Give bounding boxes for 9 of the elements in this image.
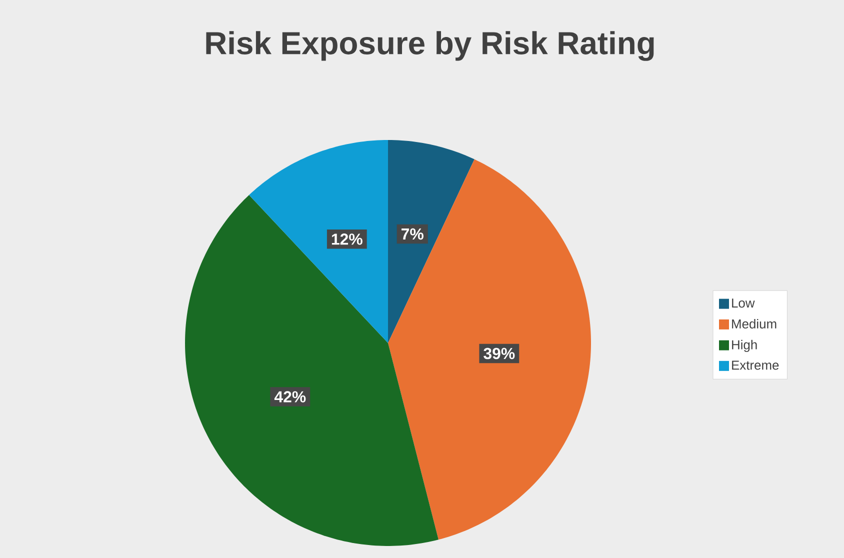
data-label: 42% bbox=[274, 391, 306, 402]
data-label: 12% bbox=[332, 234, 362, 245]
legend-label: Medium bbox=[732, 318, 776, 329]
data-label: 7% bbox=[402, 228, 424, 240]
data-label: 39% bbox=[484, 348, 515, 360]
legend-label: Low bbox=[732, 298, 755, 308]
legend-label: Extreme bbox=[732, 360, 779, 370]
legend-label: High bbox=[732, 340, 757, 352]
chart-title: Risk Exposure by Risk Rating bbox=[206, 31, 654, 61]
